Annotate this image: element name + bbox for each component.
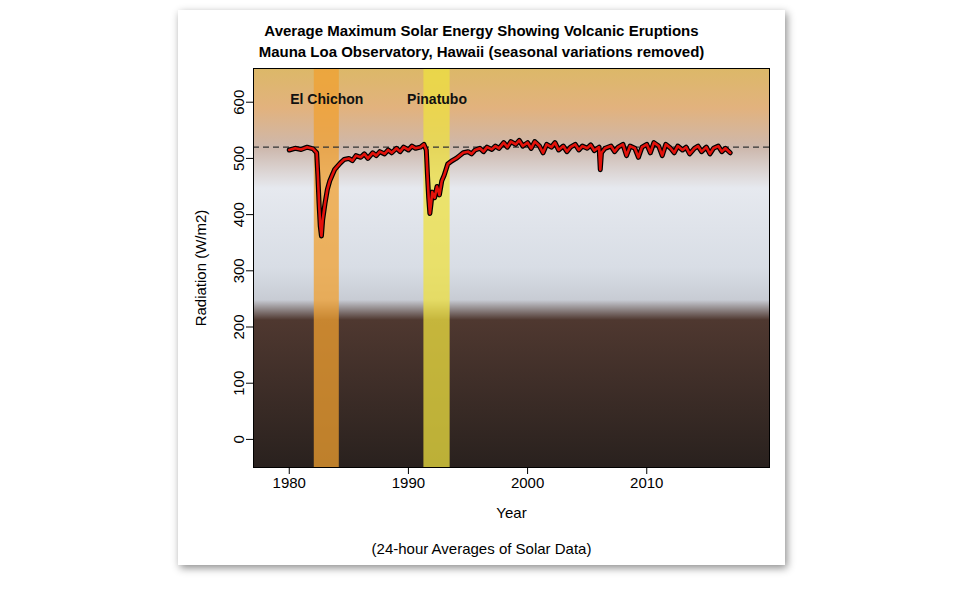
html-text:Mauna Loa Observatory, Hawaii: Mauna Loa Observatory, Hawaii (seasonal … [258, 43, 705, 60]
svg-text:Pinatubo: Pinatubo [407, 91, 467, 107]
svg-text:1990: 1990 [392, 474, 425, 491]
svg-text:El Chichon: El Chichon [290, 91, 363, 107]
svg-text:600: 600 [230, 90, 247, 115]
html-text:(24-hour Averages of Solar Dat: (24-hour Averages of Solar Data) [371, 540, 592, 557]
svg-text:100: 100 [230, 371, 247, 396]
svg-text:400: 400 [230, 202, 247, 227]
svg-text:0: 0 [230, 435, 247, 443]
svg-text:1980: 1980 [273, 474, 306, 491]
svg-text:200: 200 [230, 314, 247, 339]
html-text:Average Maximum Solar Energy S: Average Maximum Solar Energy Showing Vol… [264, 22, 699, 39]
svg-text:2010: 2010 [630, 474, 663, 491]
svg-text:Year: Year [496, 504, 526, 521]
svg-text:2000: 2000 [511, 474, 544, 491]
svg-text:300: 300 [230, 258, 247, 283]
svg-text:500: 500 [230, 146, 247, 171]
svg-text:Radiation (W/m2): Radiation (W/m2) [192, 210, 209, 327]
